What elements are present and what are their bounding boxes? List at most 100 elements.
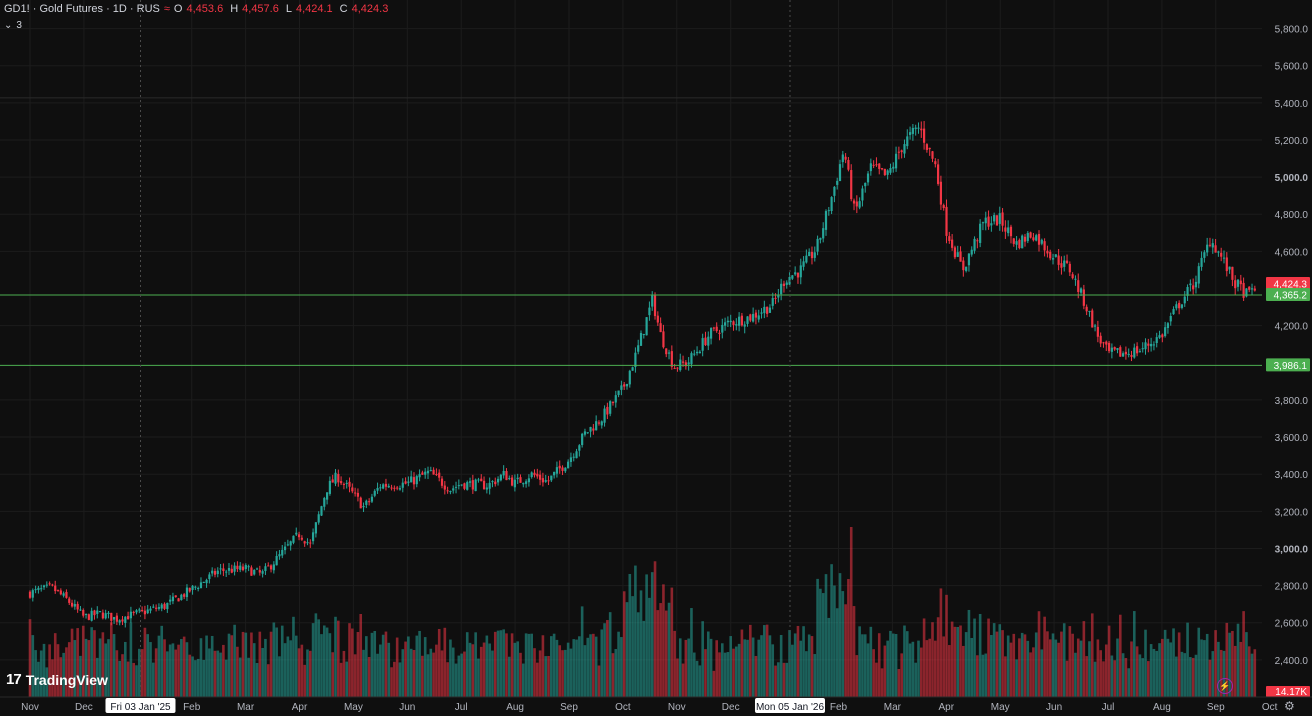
candle-body bbox=[457, 485, 460, 487]
volume-bar bbox=[160, 625, 164, 697]
candle-body bbox=[1236, 279, 1240, 287]
volume-bar bbox=[841, 591, 845, 697]
candle-body bbox=[146, 609, 149, 614]
candle-body bbox=[494, 481, 497, 485]
candle-body bbox=[777, 295, 780, 298]
volume-bar bbox=[381, 634, 385, 697]
volume-bar bbox=[572, 639, 576, 697]
candle-body bbox=[320, 506, 323, 516]
volume-bar bbox=[317, 619, 320, 697]
volume-bar bbox=[432, 652, 435, 697]
volume-bar bbox=[421, 655, 424, 697]
candle-body bbox=[98, 611, 102, 613]
volume-bar bbox=[1147, 661, 1150, 697]
candle-body bbox=[794, 272, 797, 275]
candle-body bbox=[101, 612, 104, 619]
candle-body bbox=[407, 481, 410, 483]
volume-bar bbox=[191, 656, 194, 697]
volume-bar bbox=[1233, 645, 1237, 697]
candle-body bbox=[838, 164, 842, 182]
volume-bar bbox=[345, 661, 349, 697]
candle-body bbox=[59, 590, 62, 595]
volume-bar bbox=[1054, 639, 1058, 697]
volume-bar bbox=[1144, 629, 1147, 697]
volume-bar bbox=[620, 637, 623, 697]
volume-bar bbox=[1012, 633, 1016, 697]
candle-body bbox=[1239, 280, 1242, 285]
candle-body bbox=[93, 610, 96, 616]
horizontal-lines[interactable] bbox=[0, 294, 1262, 366]
candle-body bbox=[1127, 353, 1130, 356]
volume-bar bbox=[101, 632, 105, 697]
symbol-title[interactable]: GD1! · Gold Futures · 1D · RUS bbox=[4, 3, 160, 15]
candle-body bbox=[477, 479, 480, 481]
volume-bar bbox=[928, 638, 931, 697]
candle-body bbox=[639, 332, 643, 346]
candle-body bbox=[90, 610, 93, 621]
volume-bar bbox=[1006, 635, 1010, 697]
volume-bar bbox=[496, 630, 500, 697]
candle-body bbox=[502, 470, 505, 476]
candle-body bbox=[171, 596, 175, 602]
candle-body bbox=[1026, 233, 1029, 242]
volume-bar bbox=[861, 634, 864, 697]
candle-body bbox=[631, 367, 634, 371]
volume-bar bbox=[51, 659, 54, 697]
price-tag-bg bbox=[1266, 287, 1310, 301]
volume-bar bbox=[342, 650, 346, 697]
candle-body bbox=[872, 164, 875, 166]
candle-body bbox=[603, 408, 606, 423]
candle-body bbox=[169, 599, 172, 602]
time-axis[interactable]: Nov Dec Feb Mar Apr May Jun Jul Aug Sep Oct Nov Dec F… bbox=[0, 696, 1312, 716]
volume-bar bbox=[264, 638, 267, 697]
candle-body bbox=[721, 324, 724, 333]
volume-bar bbox=[959, 625, 962, 697]
indicators-toggle[interactable]: ⌄ 3 bbox=[4, 20, 22, 31]
volume-bar bbox=[67, 642, 71, 697]
volume-bar bbox=[774, 665, 777, 697]
candle-body bbox=[141, 609, 144, 611]
candle-body bbox=[698, 351, 701, 354]
candle-body bbox=[129, 611, 133, 619]
candle-body bbox=[673, 368, 676, 370]
tradingview-logo[interactable]: 17 TradingView bbox=[6, 671, 108, 688]
candle-body bbox=[1065, 260, 1069, 263]
volume-bar bbox=[1166, 638, 1170, 697]
volume-bar bbox=[194, 660, 197, 697]
candle-body bbox=[202, 581, 205, 583]
lightning-icon[interactable]: ⚡ bbox=[1217, 678, 1233, 694]
volume-bar bbox=[482, 642, 486, 697]
candle-body bbox=[376, 487, 379, 491]
candle-body bbox=[569, 457, 573, 462]
candle-body bbox=[544, 480, 547, 482]
volume-bar bbox=[1200, 639, 1203, 697]
volume-bar bbox=[435, 644, 438, 697]
candle-body bbox=[1119, 347, 1122, 357]
candle-body bbox=[345, 482, 348, 484]
candle-body bbox=[581, 433, 584, 445]
volume-bar bbox=[107, 639, 110, 697]
candle-body bbox=[1040, 239, 1043, 244]
gear-icon[interactable]: ⚙ bbox=[1284, 699, 1295, 713]
volume-bar bbox=[440, 650, 444, 697]
volume-bar bbox=[325, 627, 329, 697]
candle-body bbox=[480, 478, 483, 482]
candle-body bbox=[513, 479, 516, 488]
volume-bar bbox=[306, 649, 309, 697]
volume-bar bbox=[1250, 653, 1254, 697]
volume-bar bbox=[606, 620, 609, 697]
candle-body bbox=[897, 151, 900, 153]
candle-body bbox=[810, 251, 814, 259]
candle-body bbox=[816, 238, 819, 252]
volume-bar bbox=[334, 616, 337, 697]
candle-body bbox=[28, 591, 32, 598]
volume-bar bbox=[550, 636, 553, 697]
volume-bar bbox=[1217, 641, 1220, 697]
price-axis[interactable]: 5,800.0 5,600.0 5,400.0 5,200.0 5,000.0 4,800… bbox=[1262, 0, 1312, 716]
candle-body bbox=[390, 487, 393, 489]
candle-body bbox=[1248, 286, 1251, 290]
volume-bar bbox=[608, 612, 612, 697]
candle-body bbox=[40, 588, 43, 590]
volume-bar bbox=[154, 648, 158, 697]
